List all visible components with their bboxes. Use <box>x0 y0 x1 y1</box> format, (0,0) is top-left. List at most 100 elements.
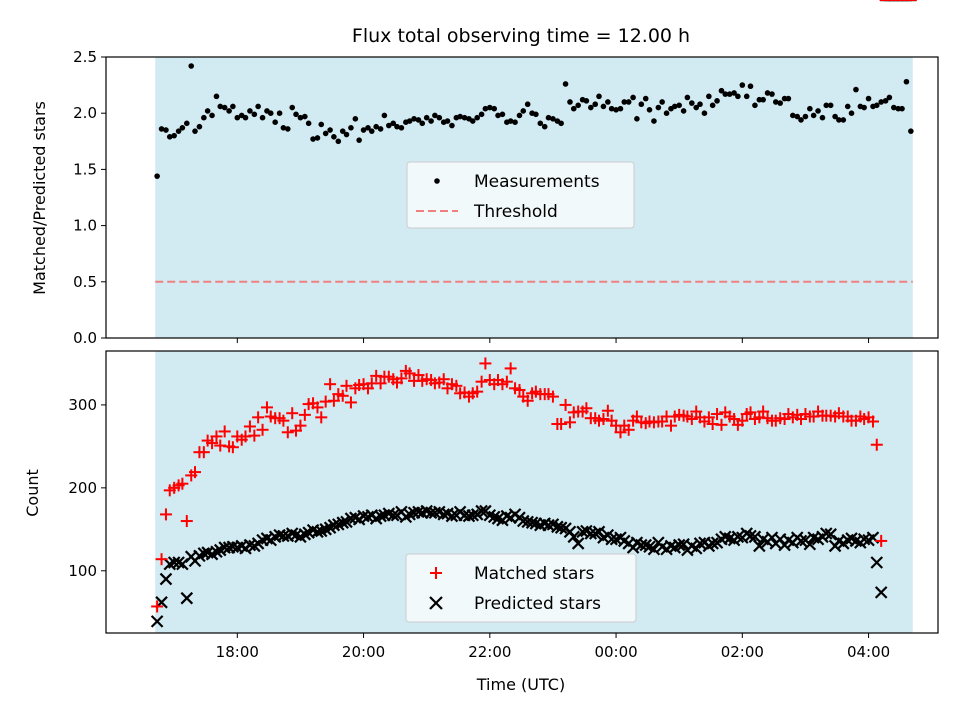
measurement-point <box>752 102 758 109</box>
predicted-point <box>639 538 653 552</box>
matched-point <box>206 437 219 450</box>
measurement-point <box>659 99 665 105</box>
predicted-point <box>386 508 400 522</box>
measurement-point <box>251 111 258 118</box>
measurement-point <box>735 93 741 100</box>
measurement-point <box>343 131 350 138</box>
top-ylabel: Matched/Predicted stars <box>30 101 49 295</box>
matched-point <box>614 426 627 439</box>
matched-point <box>559 398 572 411</box>
xtick-label: 04:00 <box>847 643 890 661</box>
measurement-point <box>798 117 804 123</box>
measurement-point <box>356 137 362 143</box>
matched-point <box>500 375 513 388</box>
measurement-point <box>276 110 283 116</box>
measurement-point <box>739 82 746 88</box>
matched-point <box>315 411 328 424</box>
predicted-point <box>870 556 884 569</box>
matched-point <box>327 394 340 407</box>
legend-top-box <box>406 161 635 229</box>
measurement-point <box>234 114 241 121</box>
measurement-point <box>772 99 779 105</box>
matched-point <box>601 404 614 417</box>
measurement-point <box>802 113 809 120</box>
matched-point <box>176 477 189 490</box>
measurement-point <box>163 127 169 133</box>
measurement-point <box>706 93 712 100</box>
matched-point <box>252 411 265 424</box>
predicted-point <box>475 504 488 518</box>
matched-point <box>736 414 749 427</box>
bottom-ylabel: Count <box>23 469 42 517</box>
bottom-ytick-label: 200 <box>68 479 97 497</box>
measurement-point <box>213 93 220 100</box>
measurement-point <box>613 107 619 113</box>
measurement-point <box>204 108 211 114</box>
predicted-point <box>803 537 817 551</box>
measurement-point <box>832 113 838 120</box>
measurement-point <box>373 123 379 130</box>
predicted-point <box>748 530 762 544</box>
measurement-point <box>583 98 590 104</box>
predicted-point <box>706 537 719 550</box>
legend-measurement-marker <box>434 178 440 184</box>
predicted-point <box>159 572 173 586</box>
matched-point <box>563 416 576 429</box>
measurement-point <box>368 128 375 134</box>
measurement-point <box>861 104 867 111</box>
top-ytick-label: 2.5 <box>73 48 97 66</box>
measurement-point <box>533 111 539 118</box>
measurement-point <box>562 81 569 87</box>
measurement-point <box>348 125 354 131</box>
measurement-point <box>267 110 274 116</box>
measurement-point <box>810 112 817 119</box>
predicted-point <box>298 528 312 541</box>
matched-point <box>243 420 256 433</box>
measurement-point <box>293 111 299 118</box>
measurement-point <box>689 100 695 106</box>
legend-bottom: Matched stars Predicted stars <box>405 553 637 623</box>
measurement-point <box>807 105 813 112</box>
measurement-point <box>567 99 573 105</box>
measurement-point <box>697 101 703 108</box>
matched-point <box>597 413 610 426</box>
measurement-point <box>790 112 796 119</box>
measurement-point <box>184 120 190 127</box>
measurement-point <box>158 126 165 132</box>
measurement-point <box>444 118 451 124</box>
matched-point <box>450 379 463 392</box>
matched-point <box>256 423 269 436</box>
measurement-point <box>175 128 182 134</box>
measurement-point <box>381 112 388 119</box>
matched-point <box>294 419 307 432</box>
matched-point <box>870 438 883 451</box>
measurement-point <box>406 118 413 124</box>
measurement-point <box>491 105 498 112</box>
measurement-point <box>726 91 733 97</box>
measurement-point <box>242 114 249 121</box>
predicted-point <box>874 586 888 599</box>
measurement-point <box>903 78 910 85</box>
predicted-point <box>731 530 745 544</box>
top-axes-frame <box>105 56 939 339</box>
measurement-point <box>684 94 691 101</box>
measurement-point <box>785 95 792 102</box>
measurement-point <box>760 96 766 103</box>
measurement-point <box>718 87 725 94</box>
matched-point <box>622 423 635 436</box>
measurement-point <box>432 112 438 119</box>
xtick-label: 18:00 <box>216 643 259 661</box>
predicted-point <box>554 521 568 534</box>
measurement-point <box>537 120 544 127</box>
measurement-point <box>360 127 367 133</box>
measurement-point <box>634 116 640 122</box>
measurement-point <box>419 120 426 127</box>
predicted-point <box>744 529 757 543</box>
matched-point <box>875 534 888 547</box>
measurement-point <box>310 136 316 142</box>
matched-point <box>248 429 261 442</box>
measurement-point <box>280 125 287 131</box>
measurement-point <box>794 113 801 120</box>
measurement-point <box>865 95 872 102</box>
top-ytick-label: 2.0 <box>73 104 97 122</box>
